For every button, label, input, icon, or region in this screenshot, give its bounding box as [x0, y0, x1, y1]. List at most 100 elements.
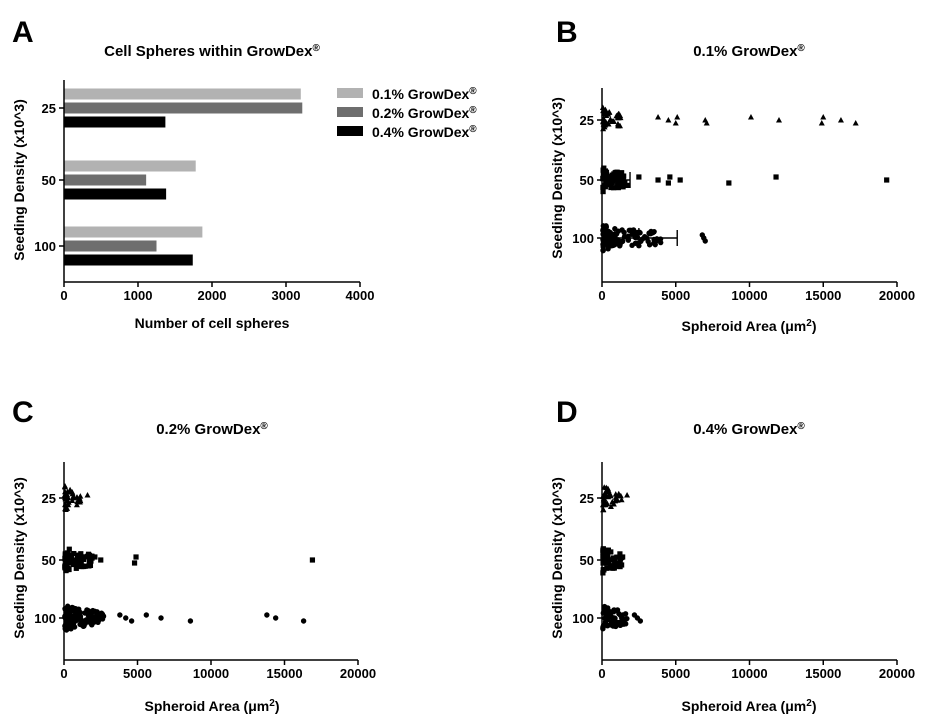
point-circle	[117, 612, 123, 618]
point-triangle	[64, 505, 71, 511]
panel-a-plot: 0 1000 2000 3000 4000 25 50 100	[34, 80, 374, 303]
panel-d-plot: 0 5000 10000 15000 20000 25 50 100	[572, 462, 915, 681]
legend-label-0-4: 0.4% GrowDex®	[372, 124, 477, 141]
point-square	[78, 559, 84, 565]
point-square	[610, 565, 616, 571]
panel-d-x-axis-label: Spheroid Area (μm2)	[682, 698, 817, 715]
x-tick-label: 0	[598, 666, 605, 681]
x-tick-label: 2000	[198, 288, 227, 303]
y-tick-label: 50	[580, 173, 594, 188]
point-square	[66, 552, 72, 558]
y-tick-label: 25	[42, 101, 56, 116]
x-tick-label: 0	[598, 288, 605, 303]
point-square	[73, 565, 79, 571]
point-triangle	[606, 491, 613, 498]
point-circle	[637, 618, 644, 624]
x-tick-label: 4000	[346, 288, 375, 303]
point-triangle	[600, 506, 607, 513]
point-triangle	[606, 109, 613, 115]
point-triangle	[63, 497, 70, 504]
point-square	[619, 562, 625, 568]
point-square	[600, 184, 606, 190]
point-square	[80, 556, 87, 563]
point-square	[82, 563, 88, 569]
x-tick-label: 20000	[340, 666, 376, 681]
point-circle	[93, 614, 99, 621]
point-square	[617, 551, 623, 557]
x-tick-label: 3000	[272, 288, 301, 303]
point-square	[620, 554, 626, 560]
panel-d: D 0.4% GrowDex® 0 5000 10000 15000 20000 25 50…	[549, 396, 915, 714]
point-triangle	[703, 120, 710, 126]
panel-b: B 0.1% GrowDex® 0 5000 10000 15000 20000 25 50…	[549, 16, 915, 334]
point-square	[619, 170, 625, 176]
bar-04GrowDex-50	[64, 188, 167, 200]
point-circle	[702, 238, 708, 244]
point-circle	[264, 612, 270, 618]
point-square	[89, 553, 95, 559]
point-square	[62, 565, 68, 571]
point-square	[600, 547, 606, 553]
bar-04GrowDex-25	[64, 116, 166, 128]
point-square	[620, 176, 626, 182]
panel-c-x-axis-label: Spheroid Area (μm2)	[145, 698, 280, 715]
point-circle	[128, 618, 135, 624]
point-circle	[95, 619, 101, 626]
point-square	[601, 560, 607, 566]
panel-b-plot: 0 5000 10000 15000 20000 25 50 100	[572, 88, 915, 303]
point-triangle	[655, 114, 662, 120]
panel-a-legend: 0.1% GrowDex® 0.2% GrowDex® 0.4% GrowDex…	[337, 86, 477, 141]
point-square	[726, 180, 732, 186]
point-square	[614, 169, 620, 175]
point-square	[655, 177, 661, 183]
point-circle	[629, 242, 635, 249]
point-circle	[91, 619, 97, 625]
panel-b-title: 0.1% GrowDex®	[693, 43, 805, 61]
panel-b-letter: B	[556, 16, 578, 49]
bar-02GrowDex-50	[64, 174, 147, 186]
point-square	[98, 557, 104, 563]
point-circle	[609, 614, 616, 621]
point-square	[86, 552, 93, 558]
point-triangle	[776, 117, 782, 123]
point-triangle	[84, 492, 91, 498]
point-square	[617, 557, 623, 563]
panel-c-y-axis-label: Seeding Density (x10^3)	[11, 477, 27, 638]
point-circle	[605, 229, 611, 235]
point-triangle	[820, 114, 827, 120]
point-triangle	[614, 112, 621, 118]
point-circle	[83, 617, 89, 624]
point-square	[611, 171, 617, 177]
point-square	[600, 176, 606, 182]
bar-01GrowDex-25	[64, 88, 301, 100]
point-square	[604, 565, 610, 571]
point-square	[602, 168, 609, 174]
point-square	[76, 553, 82, 559]
point-circle	[123, 615, 129, 621]
point-square	[614, 563, 620, 569]
point-triangle	[614, 497, 621, 503]
point-square	[773, 174, 779, 180]
point-square	[309, 557, 316, 563]
point-triangle	[69, 497, 76, 504]
point-circle	[637, 230, 643, 236]
panel-c-letter: C	[12, 396, 34, 429]
point-triangle	[609, 118, 616, 124]
panel-a: A Cell Spheres within GrowDex® 0 1000 2000…	[11, 16, 477, 331]
point-circle	[604, 617, 611, 623]
point-triangle	[837, 117, 844, 123]
point-square	[611, 185, 617, 191]
point-square	[600, 554, 606, 560]
point-circle	[611, 607, 617, 613]
point-square	[66, 546, 72, 552]
point-triangle	[73, 501, 80, 508]
point-triangle	[610, 500, 617, 507]
panel-a-title: Cell Spheres within GrowDex®	[104, 43, 320, 61]
point-circle	[645, 238, 651, 245]
point-circle	[143, 612, 150, 618]
point-square	[636, 174, 642, 180]
point-triangle	[605, 121, 612, 127]
point-square	[88, 558, 94, 564]
point-square	[608, 557, 614, 563]
point-square	[667, 174, 673, 180]
